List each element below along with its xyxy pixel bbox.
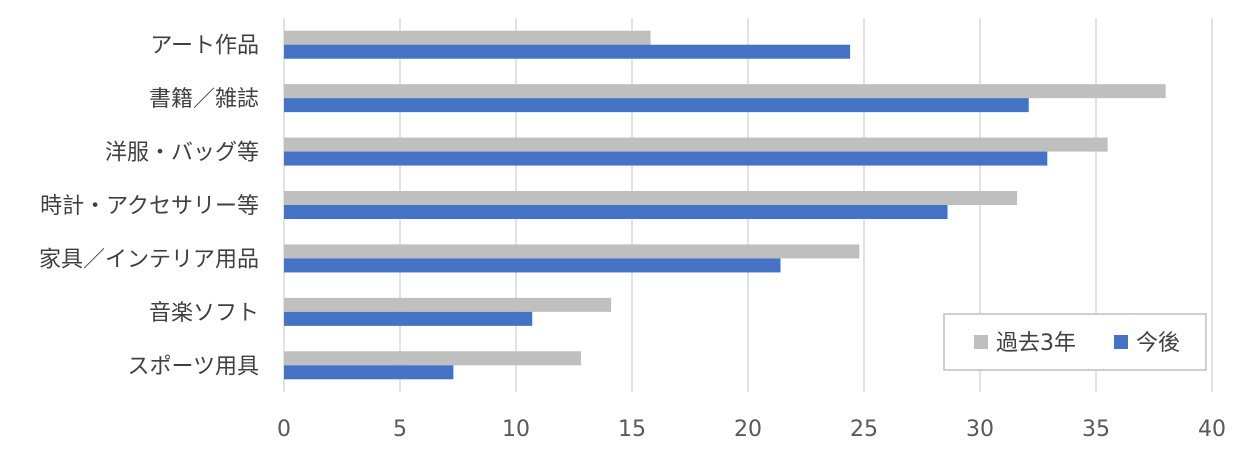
- legend-swatch-future: [1114, 335, 1128, 349]
- bar-future-0: [284, 44, 851, 59]
- category-label-1: 書籍／雑誌: [149, 87, 259, 112]
- bar-future-4: [284, 258, 781, 273]
- bar-past-3-years-1: [284, 84, 1166, 99]
- x-tick-label-25: 25: [850, 417, 878, 442]
- x-tick-label-30: 30: [966, 417, 994, 442]
- bar-past-3-years-3: [284, 191, 1018, 205]
- category-label-5: 音楽ソフト: [149, 301, 259, 326]
- bars: [284, 30, 1166, 380]
- bar-future-6: [284, 365, 454, 380]
- legend-swatch-past-3-years: [974, 335, 988, 349]
- category-label-0: アート作品: [150, 34, 259, 59]
- category-label-3: 時計・アクセサリー等: [40, 194, 259, 219]
- category-label-6: スポーツ用具: [127, 354, 259, 379]
- x-tick-label-10: 10: [502, 417, 530, 442]
- category-labels: アート作品書籍／雑誌洋服・バッグ等時計・アクセサリー等家具／インテリア用品音楽ソ…: [39, 34, 259, 380]
- x-tick-label-35: 35: [1082, 417, 1110, 442]
- bar-future-5: [284, 311, 533, 326]
- category-label-4: 家具／インテリア用品: [39, 247, 259, 272]
- x-tick-label-15: 15: [618, 417, 646, 442]
- bar-past-3-years-4: [284, 244, 860, 259]
- x-tick-label-40: 40: [1198, 417, 1226, 442]
- x-tick-label-20: 20: [734, 417, 762, 442]
- legend: 過去3年 今後: [943, 313, 1207, 371]
- x-tick-labels: 0 5 10 15 20 25 30 35 40: [277, 417, 1226, 442]
- bar-future-3: [284, 205, 948, 219]
- category-label-2: 洋服・バッグ等: [105, 141, 259, 166]
- bar-past-3-years-2: [284, 137, 1108, 152]
- bar-future-2: [284, 151, 1048, 166]
- bar-future-1: [284, 98, 1029, 113]
- bar-past-3-years-0: [284, 30, 651, 45]
- x-tick-label-0: 0: [277, 417, 291, 442]
- bar-past-3-years-6: [284, 351, 581, 366]
- x-tick-label-5: 5: [393, 417, 407, 442]
- legend-label-past-3-years: 過去3年: [996, 331, 1076, 356]
- bar-past-3-years-5: [284, 297, 612, 312]
- legend-label-future: 今後: [1136, 331, 1180, 356]
